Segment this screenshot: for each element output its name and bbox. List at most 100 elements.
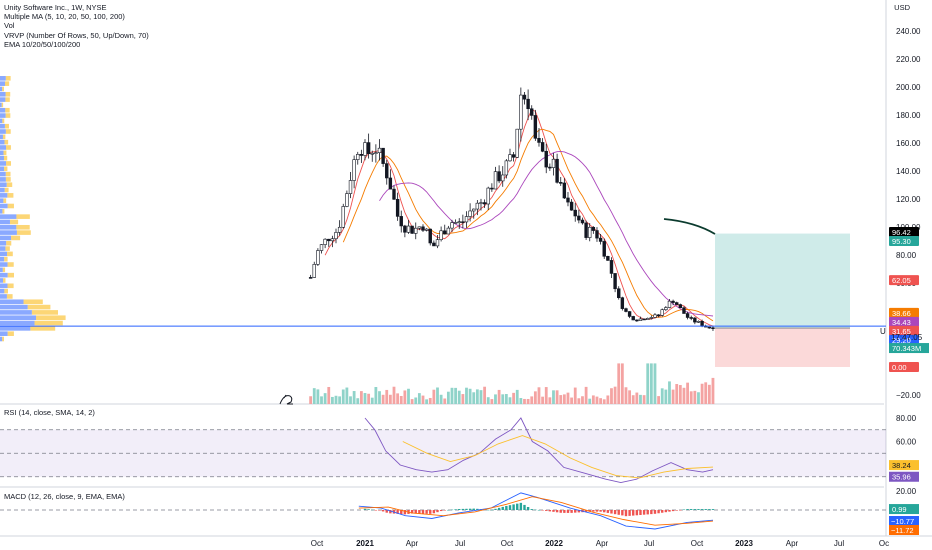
- volume-bar: [388, 394, 392, 404]
- volume-bar: [599, 398, 603, 404]
- volume-bar: [704, 382, 708, 404]
- volume-bar: [588, 398, 592, 404]
- price-tick-label: 200.00: [896, 83, 921, 92]
- volume-bar: [345, 387, 349, 404]
- candle: [635, 319, 639, 322]
- macd-histogram-bar: [389, 510, 392, 514]
- profile-down: [27, 304, 51, 310]
- price-tag-text: 0.00: [892, 363, 907, 372]
- volume-bar: [552, 390, 555, 404]
- macd-histogram-bar: [548, 510, 552, 512]
- volume-bar: [584, 386, 588, 404]
- volume-bar: [414, 397, 418, 404]
- volume-bar: [628, 390, 631, 404]
- volume-bar: [356, 398, 360, 404]
- candle: [530, 108, 534, 116]
- volume-bar: [410, 399, 414, 404]
- volume-bar: [559, 395, 563, 404]
- legend-vrvp[interactable]: VRVP (Number Of Rows, 50, Up/Down, 70): [4, 30, 149, 40]
- profile-up: [0, 214, 17, 219]
- price-tag-text: 95.30: [892, 237, 911, 246]
- volume-bar: [385, 389, 389, 404]
- profile-up: [0, 177, 6, 182]
- candle: [457, 221, 461, 223]
- volume-bar: [374, 387, 378, 404]
- candle: [606, 255, 610, 261]
- price-tag: [889, 316, 919, 327]
- volume-bar: [591, 395, 595, 404]
- ma-10-line: [342, 128, 714, 322]
- profile-down: [7, 283, 14, 289]
- profile-down: [2, 134, 6, 140]
- rsi-line: [364, 417, 714, 484]
- volume-bar: [642, 395, 646, 404]
- macd-histogram-bar: [526, 506, 530, 510]
- candle: [352, 159, 356, 181]
- volume-bar: [602, 399, 606, 404]
- candle: [341, 206, 345, 228]
- volume-bar: [363, 393, 367, 404]
- profile-up: [0, 310, 32, 315]
- candle: [334, 232, 338, 240]
- legend-title[interactable]: Unity Software Inc., 1W, NYSE: [4, 3, 107, 12]
- macd-legend[interactable]: MACD (12, 26, close, 9, EMA, EMA): [4, 492, 125, 501]
- profile-up: [0, 246, 6, 251]
- volume-bar: [403, 390, 407, 404]
- candle: [577, 215, 581, 221]
- candle: [526, 98, 530, 110]
- macd-histogram-bar: [693, 509, 697, 510]
- macd-hist-tag-text: 0.99: [892, 505, 907, 514]
- candle: [656, 314, 661, 317]
- rsi-ma-line: [402, 435, 714, 479]
- volume-bar: [660, 388, 664, 404]
- macd-histogram-bar: [639, 510, 642, 515]
- legend-ma[interactable]: Multiple MA (5, 10, 20, 50, 100, 200): [4, 12, 125, 22]
- volume-bar: [562, 394, 566, 404]
- volume-bar: [421, 395, 425, 404]
- macd-histogram-bar: [632, 510, 635, 516]
- volume-bar: [338, 396, 342, 404]
- price-axis: 240.00 220.00 200.00 180.00 160.00 140.00 120.…: [880, 27, 929, 400]
- volume-bar: [689, 391, 693, 404]
- candle: [569, 201, 574, 211]
- volume-bar: [446, 391, 450, 404]
- candle: [319, 244, 324, 251]
- price-tag-text: 34.43: [892, 318, 911, 327]
- candle: [693, 317, 697, 323]
- rsi-legend[interactable]: RSI (14, close, SMA, 14, 2): [4, 408, 95, 417]
- volume-bar: [606, 395, 610, 404]
- candle: [548, 166, 552, 169]
- time-tick-label: Jul: [455, 539, 465, 548]
- profile-up: [0, 86, 3, 92]
- candle: [537, 138, 541, 143]
- volume-bar: [432, 389, 436, 404]
- volume-bar: [443, 398, 447, 404]
- macd-pane: 20.000.000.99−10.77−11.72: [0, 487, 919, 535]
- volume-bar: [530, 396, 534, 404]
- macd-histogram-bar: [577, 510, 581, 513]
- macd-histogram-bar: [682, 509, 686, 511]
- profile-down: [5, 81, 10, 86]
- candle: [446, 227, 451, 235]
- volume-bar: [620, 363, 624, 404]
- volume-bar: [537, 387, 541, 404]
- candle: [609, 260, 614, 274]
- candle: [522, 94, 527, 100]
- price-tag: [889, 325, 919, 336]
- candle: [348, 180, 353, 194]
- price-tick-label: −20.00: [896, 391, 921, 400]
- profit-zone: [715, 233, 850, 329]
- profile-down: [5, 91, 11, 97]
- candle: [544, 150, 548, 168]
- legend-ema[interactable]: EMA 10/20/50/100/200: [4, 39, 81, 49]
- macd-histogram-bar: [443, 510, 446, 511]
- legend-vol[interactable]: Vol: [4, 21, 15, 31]
- profile-down: [6, 182, 13, 188]
- profile-up: [0, 235, 12, 241]
- volume-bar: [508, 397, 512, 404]
- macd-histogram-bar: [617, 510, 620, 515]
- macd-tag: [889, 525, 919, 535]
- time-tick-label: 2022: [545, 539, 563, 548]
- profile-down: [2, 118, 5, 124]
